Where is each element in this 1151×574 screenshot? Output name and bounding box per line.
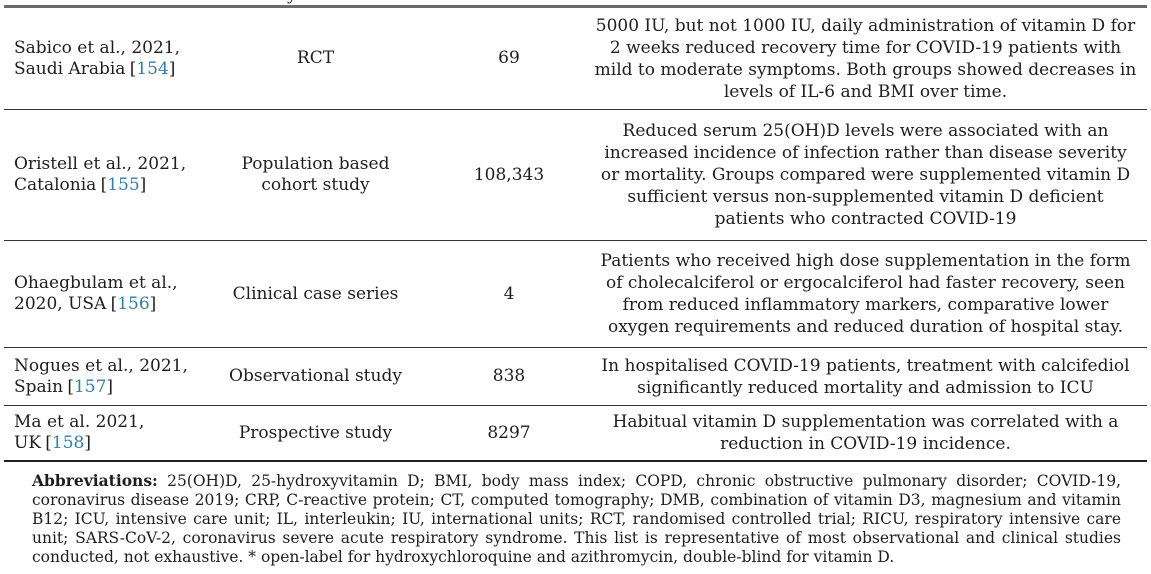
study-design-cell: Clinical case series: [232, 283, 399, 304]
ref-close-bracket: ]: [106, 376, 114, 397]
reference-citation: [156]: [111, 294, 157, 314]
sample-size-cell: 4: [503, 283, 515, 304]
clipped-header-fragment: y: [287, 0, 297, 5]
study-citation-cell: Ohaegbulam et al., 2020, USA [156]: [4, 273, 197, 315]
ref-close-bracket: ]: [168, 58, 176, 79]
citation-text: Nogues et al., 2021, Spain: [14, 355, 188, 397]
table-row: Ohaegbulam et al., 2020, USA [156] Clinica…: [4, 240, 1147, 347]
table-row: Sabico et al., 2021, Saudi Arabia [154] RC…: [4, 8, 1147, 109]
ref-open-bracket: [: [110, 294, 118, 314]
reference-link[interactable]: 156: [117, 294, 150, 314]
sample-size-cell: 69: [498, 48, 520, 68]
citation-text: Sabico et al., 2021, Saudi Arabia: [14, 37, 181, 79]
citation-text: Ohaegbulam et al., 2020, USA: [14, 273, 178, 314]
study-design-cell: RCT: [296, 48, 335, 68]
table-row: Oristell et al., 2021, Catalonia [155] Pop…: [4, 109, 1147, 240]
study-citation-cell: Oristell et al., 2021, Catalonia [155]: [4, 154, 197, 196]
reference-link[interactable]: 157: [73, 376, 107, 397]
ref-close-bracket: ]: [84, 433, 92, 453]
study-design-cell: Observational study: [229, 366, 402, 386]
sample-size-cell: 838: [492, 366, 526, 386]
table-row: Nogues et al., 2021, Spain [157] Observati…: [4, 347, 1147, 405]
study-design-cell: Population based cohort study: [241, 154, 390, 195]
reference-citation: [158]: [45, 433, 91, 453]
study-citation-cell: Ma et al. 2021, UK [158]: [4, 412, 197, 454]
reference-link[interactable]: 154: [136, 58, 169, 79]
ref-open-bracket: [: [45, 433, 52, 453]
abbreviations-text: 25(OH)D, 25-hydroxyvitamin D; BMI, body …: [32, 472, 1121, 566]
reference-link[interactable]: 158: [51, 433, 85, 453]
reference-citation: [155]: [101, 175, 147, 195]
citation-text: Ma et al. 2021, UK: [14, 412, 145, 453]
ref-close-bracket: ]: [139, 175, 147, 195]
abbreviations-footnote: Abbreviations: 25(OH)D, 25-hydroxyvitami…: [4, 460, 1147, 572]
findings-cell: Patients who received high dose suppleme…: [600, 251, 1131, 337]
study-design-cell: Prospective study: [238, 422, 393, 443]
reference-citation: [157]: [67, 377, 113, 397]
ref-open-bracket: [: [67, 376, 74, 397]
findings-cell: Habitual vitamin D supplementation was c…: [612, 412, 1119, 454]
findings-cell: In hospitalised COVID-19 patients, treat…: [601, 355, 1130, 398]
study-citation-cell: Nogues et al., 2021, Spain [157]: [4, 356, 197, 398]
study-citation-cell: Sabico et al., 2021, Saudi Arabia [154]: [4, 38, 197, 80]
ref-open-bracket: [: [100, 175, 108, 195]
findings-cell: 5000 IU, but not 1000 IU, daily administ…: [594, 15, 1137, 102]
findings-cell: Reduced serum 25(OH)D levels were associ…: [600, 121, 1131, 229]
reference-citation: [154]: [130, 59, 176, 79]
reference-link[interactable]: 155: [107, 175, 140, 195]
table-row: Ma et al. 2021, UK [158] Prospective study…: [4, 405, 1147, 460]
abbreviations-label: Abbreviations:: [32, 471, 158, 490]
clipped-header-row: y: [4, 0, 1147, 5]
studies-table: Sabico et al., 2021, Saudi Arabia [154] RC…: [4, 5, 1147, 460]
sample-size-cell: 108,343: [473, 164, 545, 185]
citation-text: Oristell et al., 2021, Catalonia: [14, 154, 187, 195]
sample-size-cell: 8297: [487, 422, 531, 443]
ref-open-bracket: [: [129, 58, 137, 79]
ref-close-bracket: ]: [149, 294, 157, 314]
